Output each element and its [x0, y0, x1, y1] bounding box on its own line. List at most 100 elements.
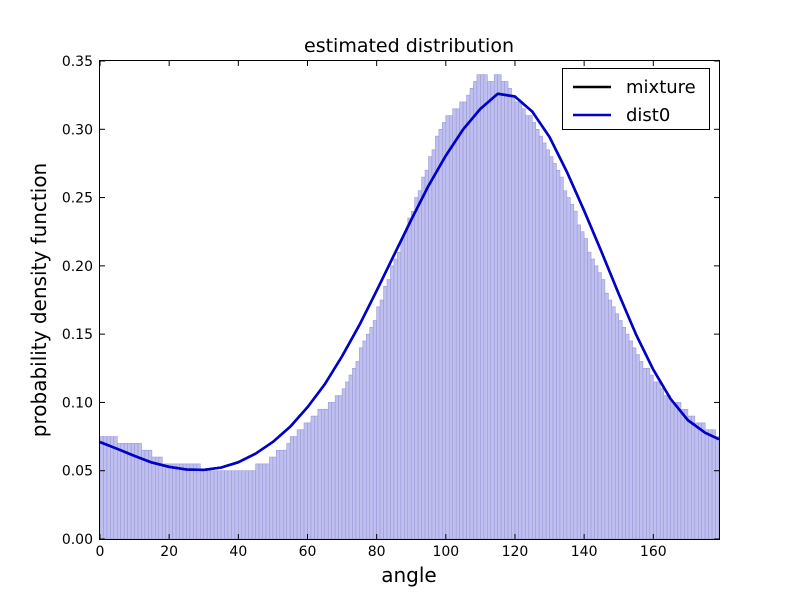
histogram-bar [276, 449, 281, 540]
histogram-bar [161, 463, 167, 540]
y-tick-label: 0.20 [62, 259, 93, 275]
histogram-bar [435, 135, 440, 540]
histogram-bar [196, 463, 201, 540]
histogram-bar [141, 449, 146, 540]
histogram-bar [417, 190, 422, 540]
histogram-bar [677, 402, 682, 540]
histogram-bar [542, 142, 547, 540]
histogram-bar [400, 238, 405, 540]
histogram-bar [99, 436, 104, 540]
histogram-bar [518, 101, 523, 540]
histogram-bar [521, 108, 526, 540]
histogram-bar [628, 340, 633, 540]
x-tick-label: 60 [299, 544, 317, 560]
histogram-bar [390, 265, 395, 540]
histogram-bar [144, 449, 149, 540]
histogram-bar [635, 354, 640, 540]
histogram-bar [452, 108, 457, 540]
histogram-bar [258, 463, 263, 540]
histogram-bar [327, 402, 332, 540]
x-tick-label: 140 [571, 544, 598, 560]
histogram-bar [393, 258, 398, 540]
series-line-dist0 [99, 92, 720, 472]
histogram-bar [611, 306, 616, 540]
histogram-bar [369, 327, 374, 540]
histogram-bar [172, 463, 177, 540]
y-tick-label: 0.35 [62, 54, 93, 70]
histogram-bar [407, 217, 412, 540]
histogram-bar [352, 367, 357, 540]
histogram-bar [580, 231, 585, 540]
histogram-bar [604, 292, 609, 540]
histogram-bar [338, 395, 343, 540]
histogram-bar [697, 422, 703, 540]
y-tick-label: 0.00 [62, 532, 93, 548]
histogram-bar [670, 402, 675, 540]
histogram-bar [500, 81, 505, 540]
histogram-bar [421, 176, 426, 540]
histogram-bar [279, 449, 284, 540]
histogram-bar [601, 279, 606, 540]
histogram-bar [113, 436, 118, 540]
histogram-bar [483, 74, 488, 540]
histogram-bar [386, 279, 391, 540]
histogram-bar [511, 94, 516, 540]
histogram-bar [241, 470, 246, 540]
y-tick-label: 0.25 [62, 191, 93, 207]
histogram-bar [490, 81, 495, 540]
histogram-bar [410, 210, 415, 540]
histogram-bar [179, 463, 184, 540]
histogram-bar [103, 436, 108, 540]
histogram-bar [206, 470, 211, 540]
histogram-bar [165, 463, 170, 540]
histogram-bar [466, 94, 471, 540]
histogram-bar [424, 169, 429, 540]
histogram-bar [556, 169, 561, 540]
histogram-bar [566, 197, 571, 540]
chart-title: estimated distribution [304, 35, 514, 57]
histogram-bar [182, 463, 187, 540]
y-tick-label: 0.30 [62, 122, 93, 138]
histogram-bar [715, 436, 720, 540]
histogram-bar [341, 388, 346, 540]
histogram-bar [303, 422, 308, 540]
histogram-bar [376, 306, 381, 540]
histogram-bar [244, 470, 249, 540]
histogram-bar [348, 374, 353, 540]
histogram-bar [507, 88, 512, 540]
histogram-bar [656, 381, 661, 540]
histogram-bar [293, 436, 298, 540]
histogram-bar [210, 470, 215, 540]
histogram-bar [189, 463, 194, 540]
histogram-bar [642, 367, 647, 540]
histogram-bar [528, 115, 533, 540]
y-axis-label: probability density function [27, 163, 51, 437]
histogram-bar [663, 395, 668, 540]
x-tick-label: 160 [640, 544, 667, 560]
histogram-bar [227, 470, 232, 540]
histogram-bar [570, 204, 575, 540]
histogram-bar [234, 470, 239, 540]
histogram-bar [359, 347, 364, 540]
histogram-bar [666, 395, 671, 540]
histogram-bar [684, 408, 689, 540]
histogram-bar [608, 299, 613, 540]
histogram-bar [314, 415, 319, 540]
histogram-bar [365, 333, 371, 540]
histogram-bar [317, 408, 322, 540]
histogram-bar [193, 463, 198, 540]
histogram-bar [573, 210, 578, 540]
histogram-bar [694, 422, 699, 540]
histogram-bar [632, 347, 637, 540]
histogram-bar [462, 101, 467, 540]
legend: mixture dist0 [562, 68, 710, 130]
histogram-bar [545, 149, 550, 540]
histogram-bar [594, 265, 599, 540]
histogram-bar [652, 381, 658, 540]
histogram-bar [106, 436, 111, 540]
histogram-bar [514, 101, 519, 540]
histogram-bar [687, 415, 692, 540]
legend-label-mixture: mixture [626, 77, 696, 98]
histogram-bar [646, 367, 651, 540]
